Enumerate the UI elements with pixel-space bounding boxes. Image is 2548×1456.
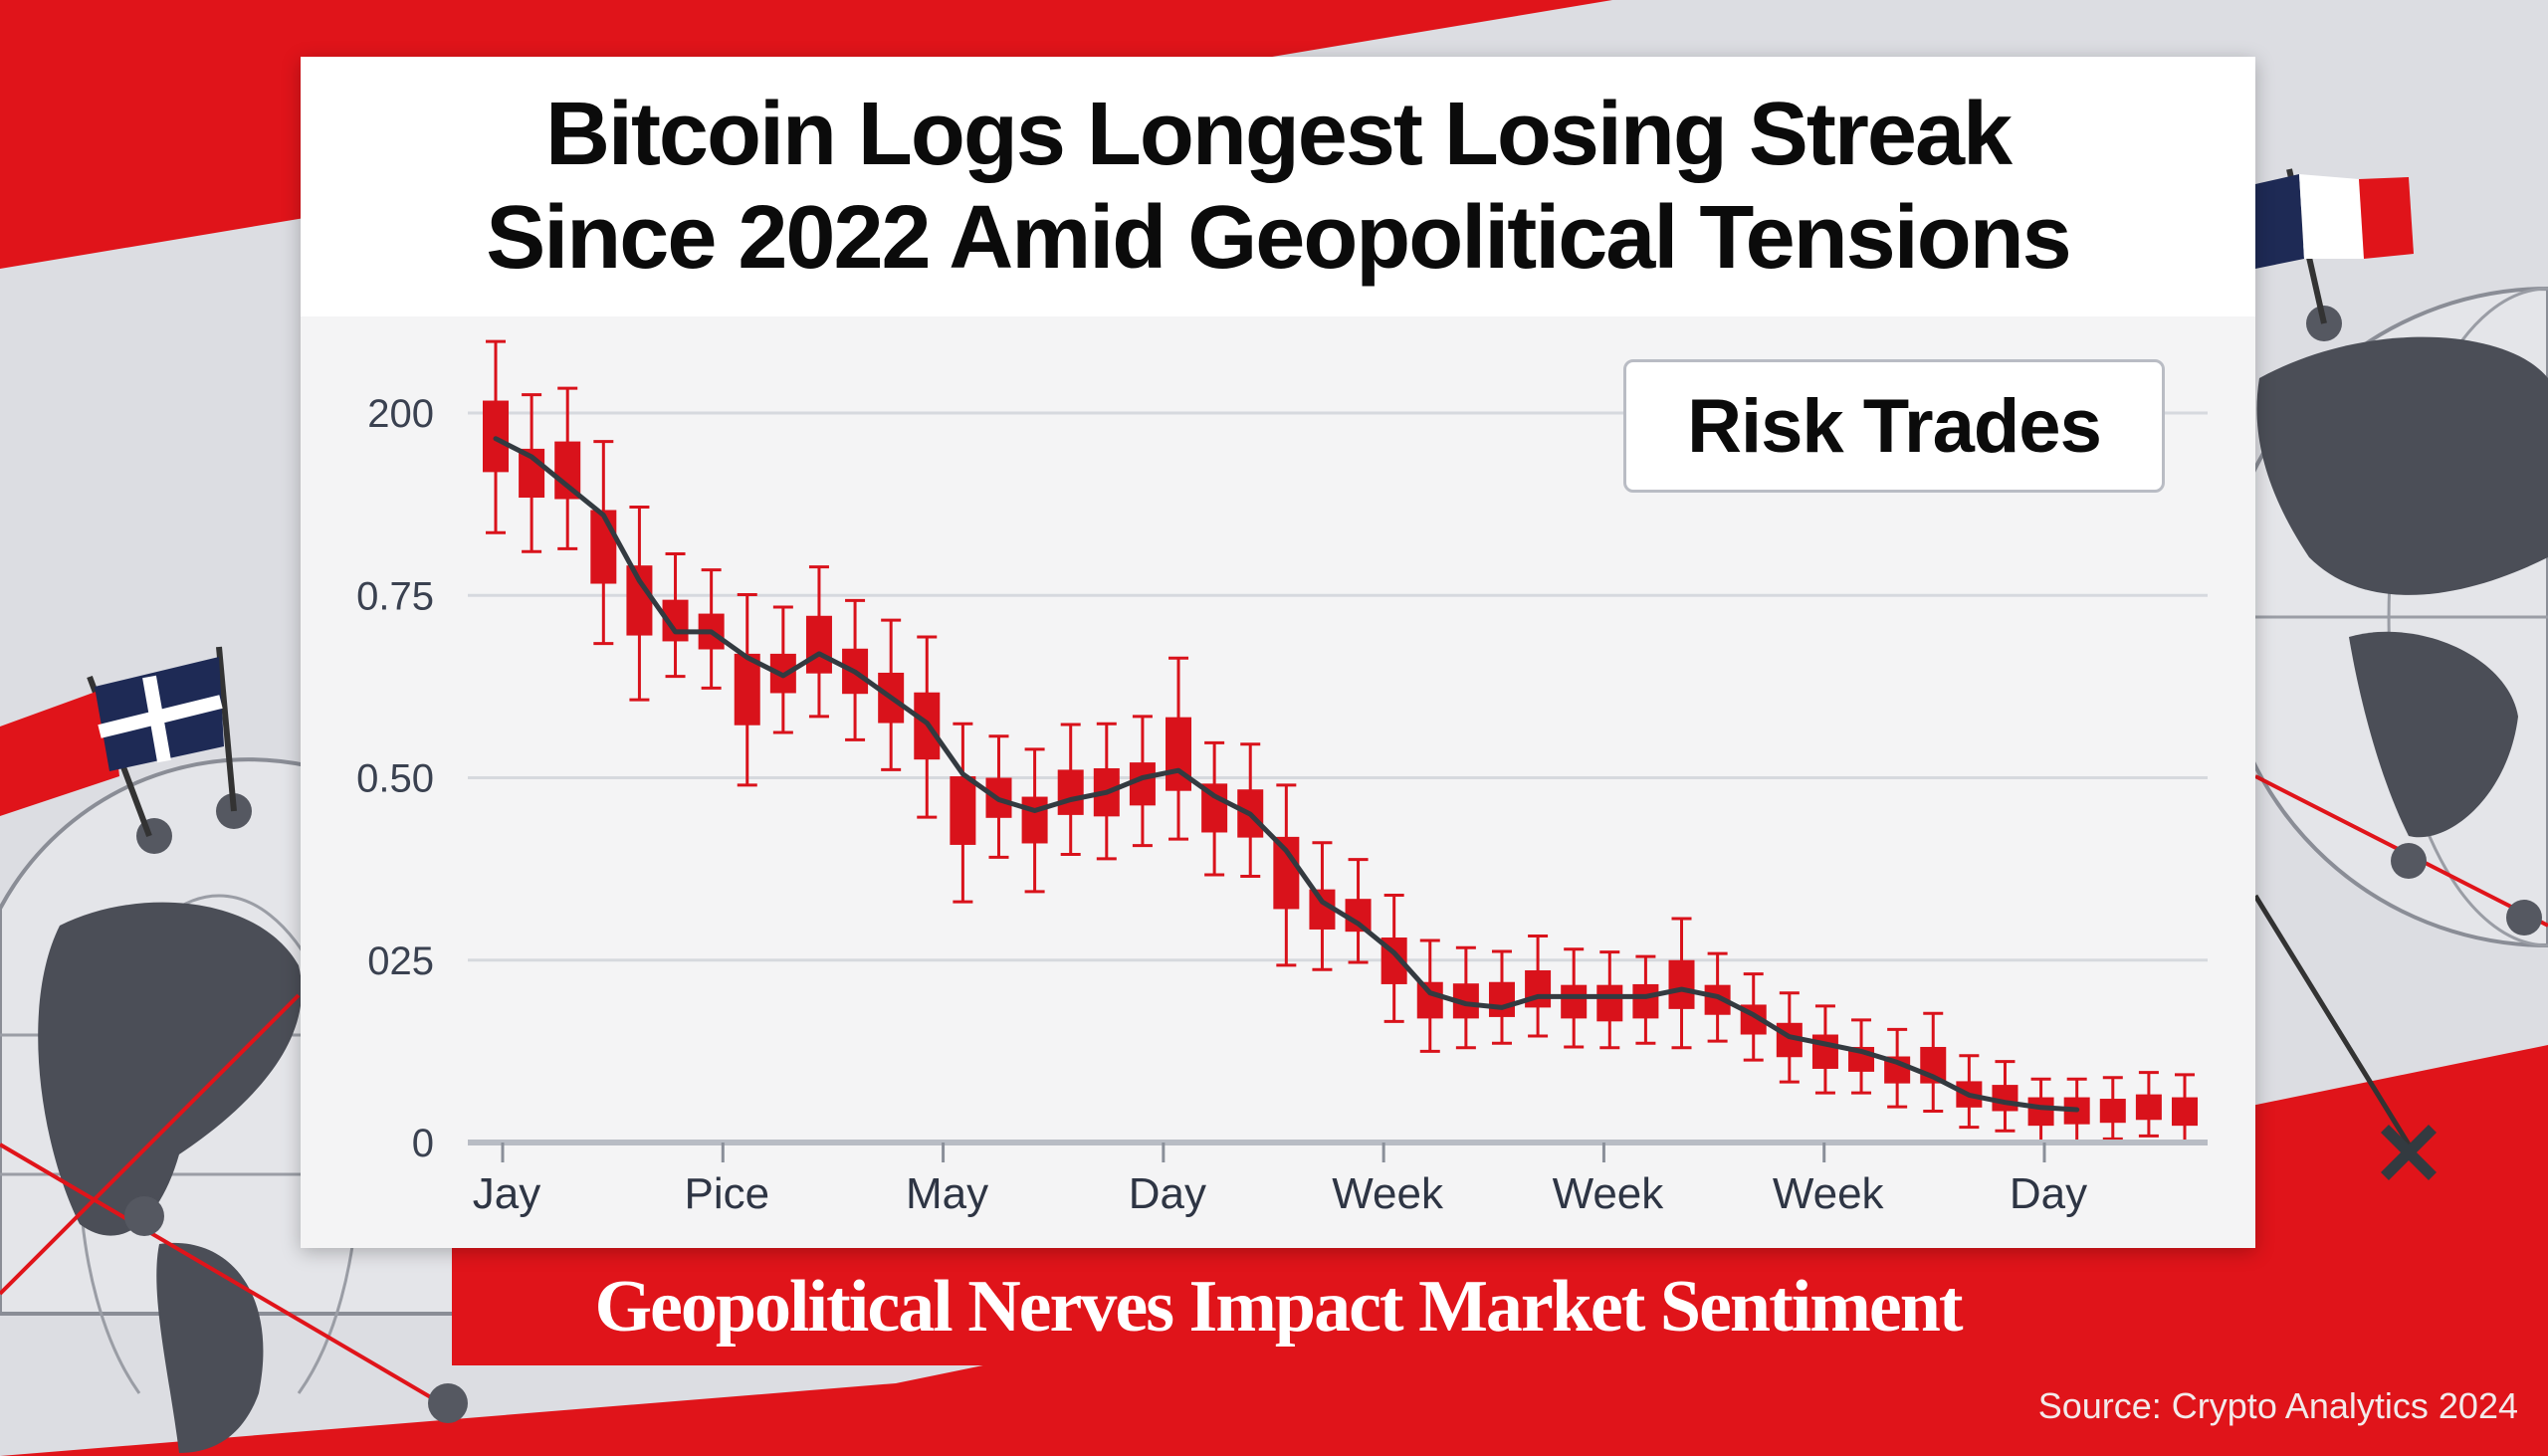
trend-line (493, 436, 2080, 1113)
candle-body (1632, 983, 1659, 1019)
candle (805, 565, 832, 719)
candle (1668, 917, 1695, 1050)
candle (1596, 950, 1623, 1050)
candle (1452, 945, 1479, 1050)
x-tick-label: Day (1129, 1169, 1206, 1218)
x-tick-label: Week (1773, 1169, 1885, 1218)
candle-body (2172, 1097, 2198, 1127)
candle (2099, 1076, 2126, 1141)
candle-body (554, 441, 581, 500)
candle (626, 506, 653, 702)
candle (1488, 949, 1515, 1045)
candle (1632, 954, 1659, 1045)
candle (1380, 894, 1407, 1023)
flag-icon (0, 646, 237, 838)
candle (1129, 715, 1156, 848)
candle-body (1596, 984, 1623, 1022)
globe-icon (2218, 286, 2548, 1180)
y-tick-label: 200 (367, 392, 434, 436)
candle (662, 551, 689, 679)
candle-body (590, 510, 617, 584)
x-tick-label: Pice (684, 1169, 769, 1218)
candle (1021, 747, 1048, 894)
candle-body (1668, 959, 1695, 1009)
chart-title-line-2: Since 2022 Amid Geopolitical Tensions (486, 188, 2071, 288)
candle (519, 393, 545, 553)
candle-body (1992, 1085, 2018, 1112)
candle-body (2099, 1099, 2126, 1124)
candle (1201, 740, 1228, 877)
candle (1704, 951, 1731, 1043)
candle (1309, 841, 1336, 971)
candle-body (2135, 1094, 2162, 1121)
y-tick-label: 0 (412, 1122, 434, 1165)
candle (2172, 1073, 2198, 1144)
chart-title-line-1: Bitcoin Logs Longest Losing Streak (544, 85, 2013, 184)
x-tick-label: Jay (473, 1169, 540, 1218)
candle-body (1488, 981, 1515, 1017)
x-tick-label: May (906, 1169, 988, 1218)
candle (1811, 1004, 1838, 1095)
candle-body (734, 653, 760, 726)
candle-body (1057, 769, 1084, 815)
candle-body (1416, 981, 1443, 1019)
subtitle-banner (452, 1248, 2255, 1365)
x-tick-label: Week (1332, 1169, 1444, 1218)
candle-body (805, 615, 832, 674)
x-tick-label: Week (1553, 1169, 1665, 1218)
candle (1525, 935, 1552, 1038)
candle-body (2027, 1097, 2054, 1127)
candle-body (950, 776, 976, 845)
candle-body (1129, 762, 1156, 806)
subtitle: Geopolitical Nerves Impact Market Sentim… (594, 1265, 1963, 1348)
candle (1416, 938, 1443, 1053)
candle (1166, 656, 1192, 841)
y-tick-label: 0.50 (356, 757, 434, 801)
candle (554, 386, 581, 550)
candle (2027, 1077, 2054, 1144)
candle-body (1021, 796, 1048, 844)
flag-icon (2255, 168, 2414, 324)
y-tick-label: 025 (367, 939, 434, 983)
candle (734, 593, 760, 787)
candle (1273, 783, 1300, 967)
candle (1920, 1011, 1947, 1113)
candle-body (1561, 984, 1588, 1019)
source-credit: Source: Crypto Analytics 2024 (2037, 1385, 2518, 1426)
candle (1345, 858, 1372, 964)
candle (1057, 723, 1084, 856)
candle (1884, 1027, 1911, 1109)
candle (590, 440, 617, 646)
candle (950, 722, 976, 904)
candle (1992, 1060, 2018, 1133)
title-area: Bitcoin Logs Longest Losing Streak Since… (301, 57, 2255, 316)
risk-trades-badge: Risk Trades (1623, 359, 2165, 493)
x-tick-label: Day (2010, 1169, 2087, 1218)
candle (698, 568, 725, 690)
y-tick-label: 0.75 (356, 574, 434, 618)
candle (2135, 1071, 2162, 1138)
